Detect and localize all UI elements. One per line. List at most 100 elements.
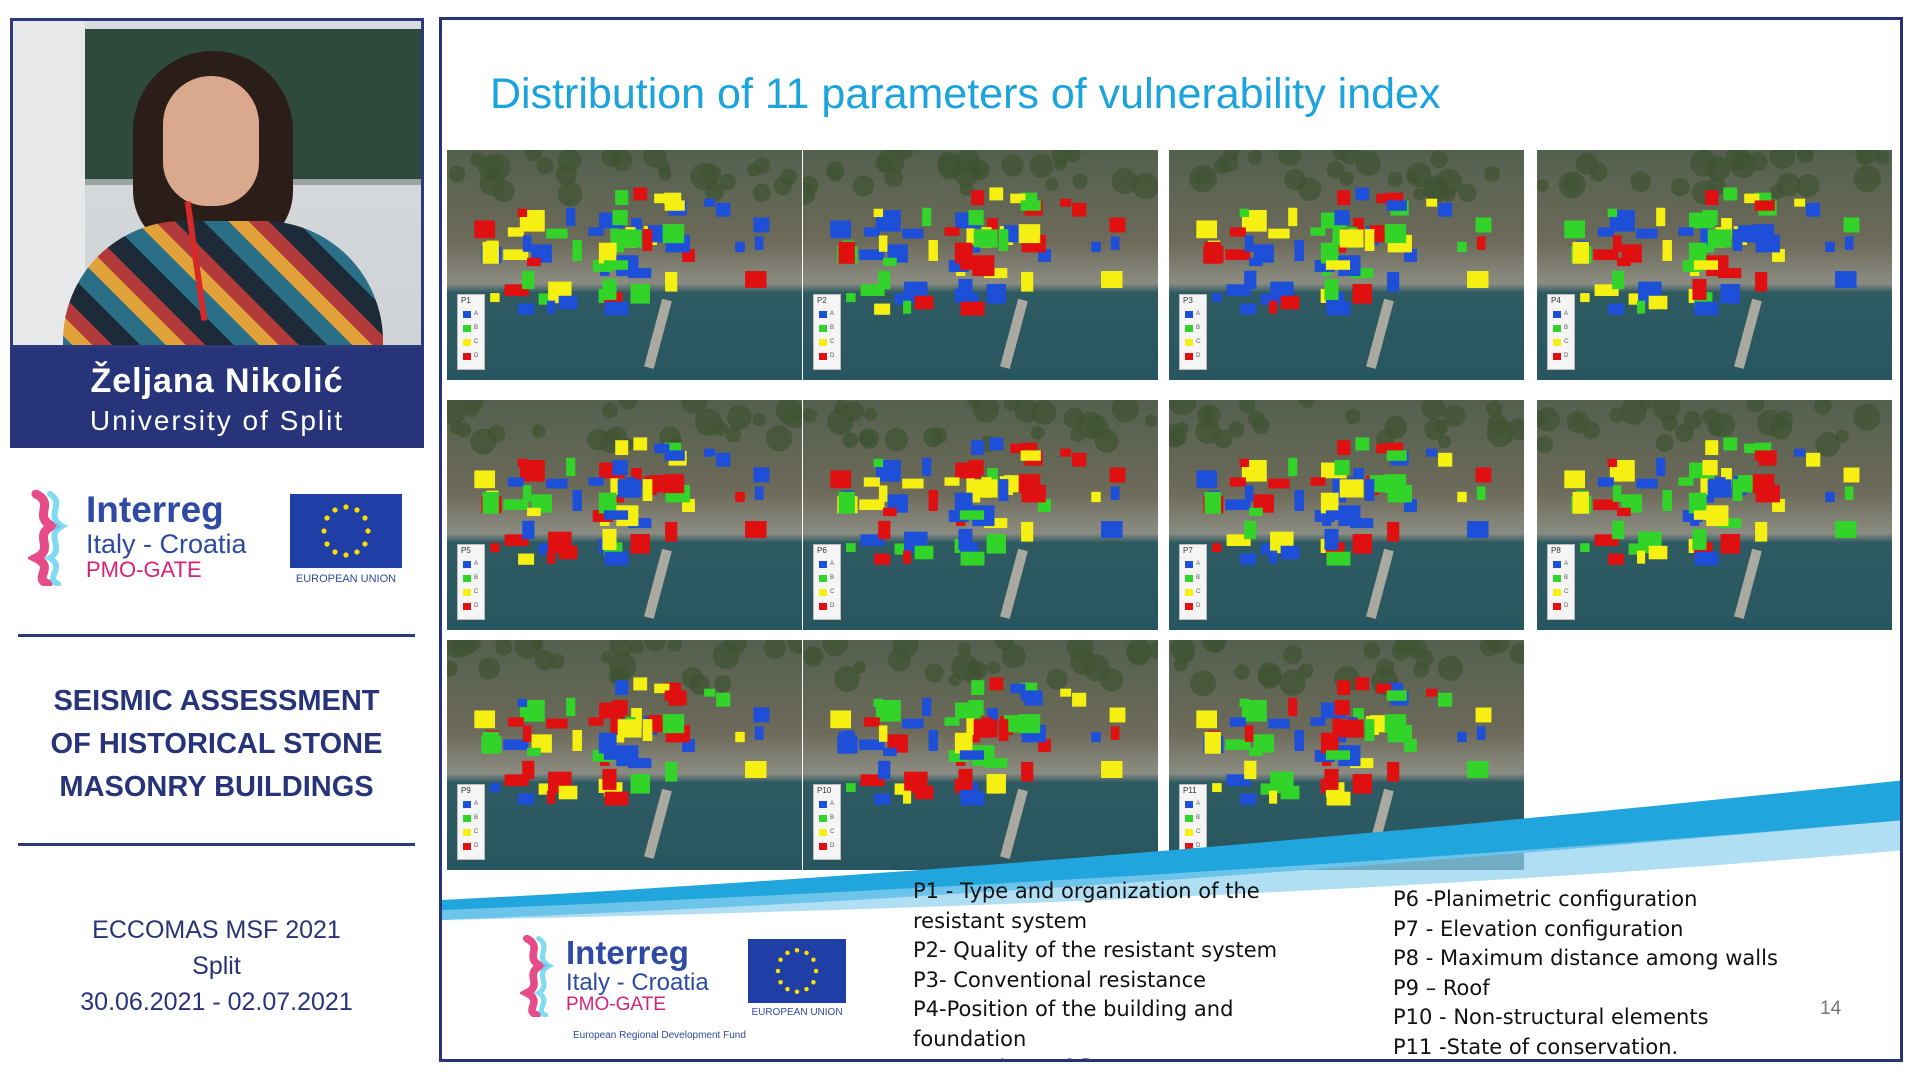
building-class-c bbox=[1702, 460, 1718, 476]
building-class-b bbox=[612, 210, 628, 226]
building-class-c bbox=[527, 507, 541, 517]
building-class-b bbox=[960, 551, 985, 566]
building-class-a bbox=[971, 440, 985, 456]
building-class-c bbox=[1196, 710, 1218, 729]
tree bbox=[1458, 183, 1477, 203]
erdf-caption: European Regional Development Fund bbox=[573, 1030, 746, 1041]
building-class-a bbox=[1294, 490, 1304, 511]
building-class-d bbox=[1752, 474, 1775, 494]
tree bbox=[803, 183, 816, 206]
building-class-a bbox=[1244, 235, 1254, 252]
building-class-a bbox=[615, 680, 629, 696]
building-class-a bbox=[753, 707, 770, 723]
building-class-c bbox=[873, 208, 884, 218]
building-class-d bbox=[1020, 442, 1038, 454]
legend-swatch-a bbox=[819, 561, 827, 568]
building-class-d bbox=[1593, 249, 1619, 261]
vulnerability-map-p6: P6 A B C D bbox=[803, 400, 1158, 630]
map-legend: P10 A B C D bbox=[813, 784, 841, 860]
building-class-d bbox=[604, 791, 629, 806]
building-class-b bbox=[1324, 278, 1339, 300]
tree bbox=[1213, 429, 1233, 449]
building-class-c bbox=[1339, 479, 1364, 498]
tree bbox=[1630, 171, 1652, 192]
tree bbox=[1278, 150, 1302, 167]
tree bbox=[1001, 154, 1024, 177]
legend-swatch-d bbox=[819, 353, 827, 360]
building-class-a bbox=[1310, 717, 1326, 726]
conference-info: ECCOMAS MSF 2021 Split 30.06.2021 - 02.0… bbox=[18, 912, 415, 1020]
legend-class-label: A bbox=[1564, 311, 1569, 317]
building-class-d bbox=[1352, 533, 1372, 554]
building-class-c bbox=[572, 730, 582, 751]
building-class-a bbox=[604, 301, 629, 316]
building-class-c bbox=[1109, 707, 1126, 723]
building-class-a bbox=[1260, 543, 1278, 555]
building-class-b bbox=[971, 680, 985, 696]
building-class-a bbox=[928, 730, 938, 751]
speaker-dress bbox=[63, 221, 383, 345]
building-class-a bbox=[1350, 518, 1374, 529]
building-class-c bbox=[474, 470, 496, 489]
building-class-c bbox=[874, 303, 891, 315]
building-class-d bbox=[830, 470, 852, 489]
building-class-c bbox=[1457, 491, 1467, 503]
building-class-c bbox=[1700, 476, 1709, 496]
legend-class-label: B bbox=[1564, 325, 1569, 331]
tree bbox=[843, 400, 864, 422]
map-legend: P1 A B C D bbox=[457, 294, 485, 370]
building-class-b bbox=[1438, 692, 1453, 707]
building-class-d bbox=[546, 718, 568, 729]
building-class-b bbox=[610, 226, 619, 246]
tree bbox=[754, 157, 771, 174]
building-class-c bbox=[894, 783, 912, 795]
building-class-b bbox=[503, 499, 529, 511]
legend-swatch-b bbox=[463, 325, 471, 332]
pier bbox=[1000, 298, 1028, 369]
building-class-b bbox=[846, 543, 856, 553]
tree bbox=[1045, 177, 1059, 192]
pier bbox=[644, 788, 672, 859]
building-class-c bbox=[617, 719, 642, 738]
building-class-c bbox=[1656, 207, 1666, 227]
building-class-b bbox=[959, 510, 985, 520]
building-class-c bbox=[984, 518, 1008, 529]
tree bbox=[951, 653, 979, 681]
building-class-a bbox=[604, 551, 629, 566]
legend-swatch-c bbox=[463, 589, 471, 596]
building-class-d bbox=[602, 768, 617, 790]
tree bbox=[483, 153, 511, 181]
tree bbox=[1434, 419, 1449, 434]
interreg-wordmark: Interreg bbox=[566, 934, 689, 971]
pier bbox=[1734, 298, 1762, 369]
building-class-a bbox=[1280, 545, 1300, 560]
building-class-a bbox=[503, 739, 529, 751]
tree bbox=[1126, 641, 1152, 666]
topic-line: OF HISTORICAL STONE bbox=[50, 728, 383, 760]
building-class-a bbox=[1325, 510, 1351, 520]
building-class-c bbox=[474, 710, 496, 729]
legend-swatch-b bbox=[463, 575, 471, 582]
building-class-a bbox=[958, 278, 973, 300]
eu-flag-icon bbox=[748, 939, 846, 1003]
tree bbox=[1487, 640, 1510, 654]
legend-class-label: C bbox=[1196, 589, 1201, 595]
tree bbox=[1169, 400, 1197, 416]
building-class-b bbox=[914, 545, 934, 560]
building-class-d bbox=[1060, 448, 1072, 457]
building-class-a bbox=[716, 452, 731, 467]
parameter-item: P5 -Typology of floors bbox=[913, 1054, 1343, 1059]
tree bbox=[619, 400, 637, 410]
map-label: P8 bbox=[1551, 546, 1561, 555]
building-class-d bbox=[914, 295, 934, 310]
building-class-c bbox=[1467, 271, 1489, 289]
building-class-d bbox=[1337, 440, 1351, 456]
tree bbox=[1683, 411, 1702, 430]
building-class-a bbox=[1110, 236, 1120, 250]
building-class-b bbox=[1692, 528, 1707, 550]
building-class-b bbox=[1662, 490, 1672, 511]
building-class-b bbox=[1353, 708, 1364, 727]
building-class-b bbox=[1564, 220, 1586, 239]
tree bbox=[1297, 177, 1322, 202]
map-legend: P8 A B C D bbox=[1547, 544, 1575, 620]
